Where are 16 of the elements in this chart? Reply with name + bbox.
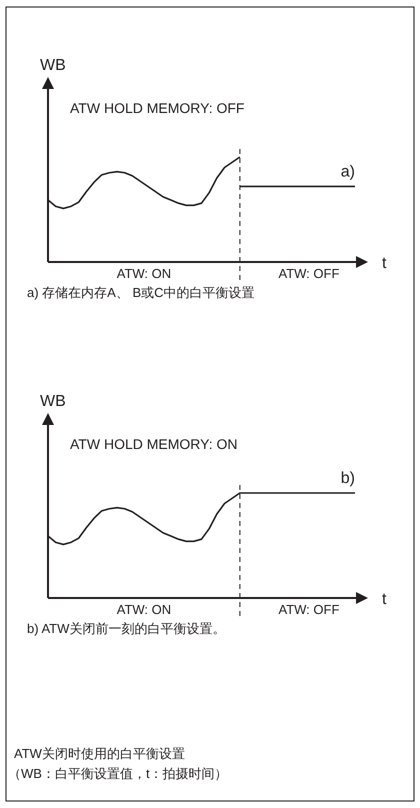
xlabel: t bbox=[382, 591, 386, 608]
annotation: ATW关闭时使用的白平衡设置 bbox=[14, 746, 185, 761]
annotation: a) 存储在内存A、 B或C中的白平衡设置 bbox=[27, 285, 255, 300]
annotation: （WB：白平衡设置值，t：拍摄时间） bbox=[8, 766, 228, 781]
ylabel: WB bbox=[40, 57, 66, 74]
title: ATW HOLD MEMORY: OFF bbox=[70, 100, 244, 116]
ylabel: WB bbox=[40, 393, 66, 410]
xlabel: t bbox=[382, 255, 386, 272]
annotation: b) ATW关闭前一刻的白平衡设置。 bbox=[27, 621, 226, 636]
annotation: ATW: ON bbox=[116, 266, 172, 281]
title: ATW HOLD MEMORY: ON bbox=[70, 436, 238, 452]
series-label: a) bbox=[340, 163, 355, 180]
annotation: ATW: ON bbox=[116, 602, 172, 617]
series-label: b) bbox=[340, 470, 355, 487]
annotation: ATW: OFF bbox=[278, 266, 340, 281]
annotation: ATW: OFF bbox=[278, 602, 340, 617]
